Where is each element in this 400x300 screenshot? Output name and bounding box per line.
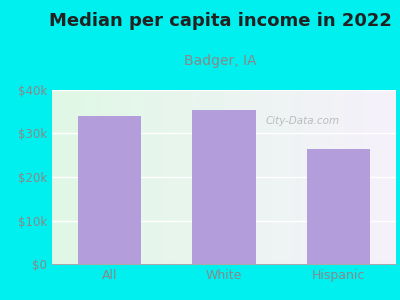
Text: City-Data.com: City-Data.com [266,116,340,126]
Bar [78,116,141,264]
Bar [307,149,370,264]
Text: Badger, IA: Badger, IA [184,54,256,68]
Text: Median per capita income in 2022: Median per capita income in 2022 [48,12,392,30]
Bar [192,110,256,264]
